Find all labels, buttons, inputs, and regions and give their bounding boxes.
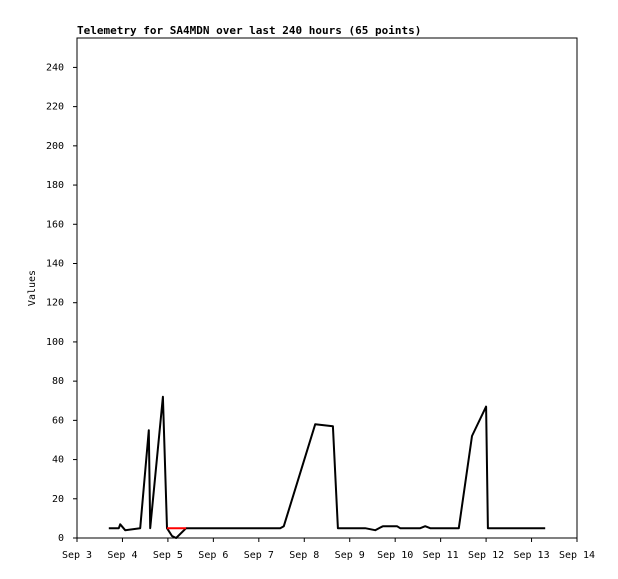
x-tick-label: Sep 14 xyxy=(559,550,595,561)
x-tick-label: Sep 3 xyxy=(62,550,92,561)
y-tick-label: 20 xyxy=(52,494,64,505)
y-tick-label: 140 xyxy=(46,258,64,269)
y-tick-label: 100 xyxy=(46,337,64,348)
x-tick-label: Sep 4 xyxy=(107,550,137,561)
y-axis-label: Values xyxy=(27,270,38,306)
x-tick-label: Sep 6 xyxy=(198,550,228,561)
x-tick-label: Sep 11 xyxy=(423,550,459,561)
y-tick-label: 80 xyxy=(52,376,64,387)
x-tick-label: Sep 9 xyxy=(335,550,365,561)
y-tick-label: 220 xyxy=(46,102,64,113)
x-tick-label: Sep 5 xyxy=(153,550,183,561)
chart-title: Telemetry for SA4MDN over last 240 hours… xyxy=(77,24,421,37)
x-tick-label: Sep 13 xyxy=(513,550,549,561)
y-tick-label: 40 xyxy=(52,455,64,466)
y-tick-label: 60 xyxy=(52,415,64,426)
x-tick-label: Sep 12 xyxy=(468,550,504,561)
x-tick-label: Sep 7 xyxy=(244,550,274,561)
data-line xyxy=(108,395,546,539)
plot-frame xyxy=(76,37,578,539)
y-tick-label: 180 xyxy=(46,180,64,191)
x-tick-label: Sep 10 xyxy=(377,550,413,561)
x-tick-label: Sep 8 xyxy=(289,550,319,561)
y-tick-label: 160 xyxy=(46,219,64,230)
y-tick-label: 200 xyxy=(46,141,64,152)
y-tick-label: 120 xyxy=(46,298,64,309)
y-tick-label: 0 xyxy=(58,533,64,544)
y-tick-label: 240 xyxy=(46,62,64,73)
